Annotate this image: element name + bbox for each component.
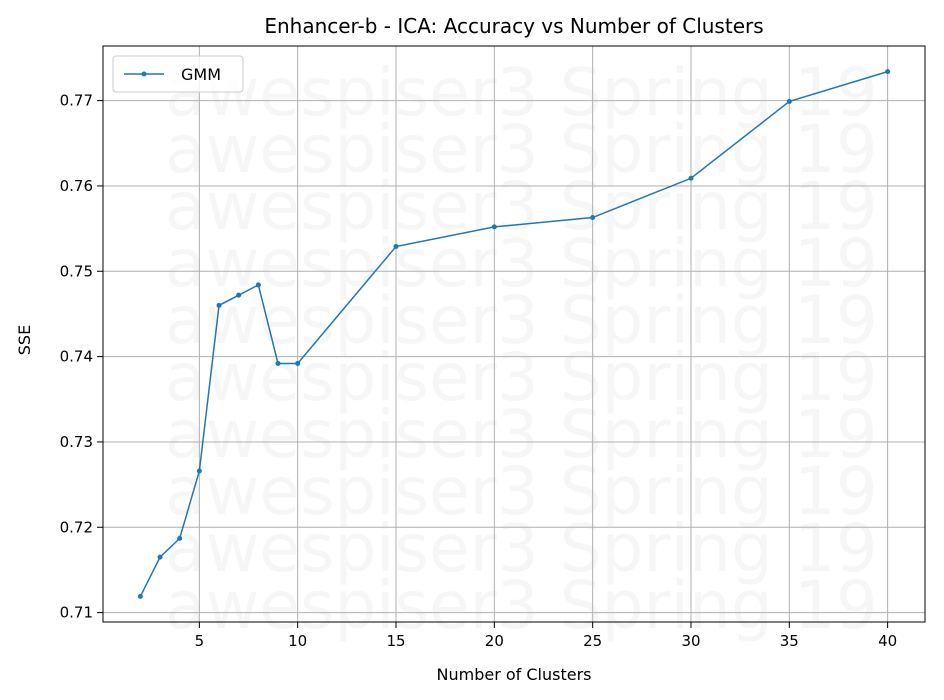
x-axis-label: Number of Clusters: [437, 665, 592, 684]
y-tick-label: 0.72: [60, 518, 93, 536]
y-tick-label: 0.71: [60, 604, 93, 622]
data-point: [196, 468, 202, 474]
x-tick-label: 15: [386, 632, 405, 650]
y-axis-ticks: 0.71 0.72 0.73 0.74 0.75 0.76 0.77: [60, 92, 103, 622]
legend-label-gmm: GMM: [181, 65, 221, 84]
data-point: [177, 535, 183, 541]
data-point: [786, 98, 792, 104]
chart-title: Enhancer-b - ICA: Accuracy vs Number of …: [264, 14, 763, 38]
y-tick-label: 0.73: [60, 433, 93, 451]
data-point: [255, 282, 261, 288]
x-tick-label: 35: [780, 632, 799, 650]
data-point: [295, 360, 301, 366]
data-point: [216, 302, 222, 308]
x-tick-label: 5: [195, 632, 205, 650]
legend: GMM: [112, 55, 244, 93]
x-tick-label: 10: [288, 632, 307, 650]
watermark-text: awespiser3 Spring 19: [165, 567, 878, 644]
data-point: [157, 554, 163, 560]
y-tick-label: 0.77: [60, 92, 93, 110]
data-point: [688, 175, 694, 181]
data-point: [885, 69, 891, 75]
data-point: [275, 360, 281, 366]
data-point: [590, 215, 596, 221]
grid: [103, 46, 925, 622]
data-point: [137, 593, 143, 599]
x-tick-label: 25: [583, 632, 602, 650]
x-tick-label: 20: [485, 632, 504, 650]
y-tick-label: 0.74: [60, 348, 93, 366]
x-tick-label: 30: [681, 632, 700, 650]
legend-marker-gmm: [141, 71, 147, 77]
x-tick-label: 40: [878, 632, 897, 650]
data-point: [236, 292, 242, 298]
series-layer: [137, 69, 891, 599]
legend-box: [112, 55, 244, 93]
y-tick-label: 0.76: [60, 177, 93, 195]
plot-frame: [102, 45, 926, 623]
data-point: [491, 224, 497, 230]
x-axis-ticks: 5 10 15 20 25 30 35 40: [195, 622, 897, 650]
y-axis-label: SSE: [15, 325, 34, 355]
y-tick-label: 0.75: [60, 262, 93, 280]
data-point: [393, 244, 399, 250]
